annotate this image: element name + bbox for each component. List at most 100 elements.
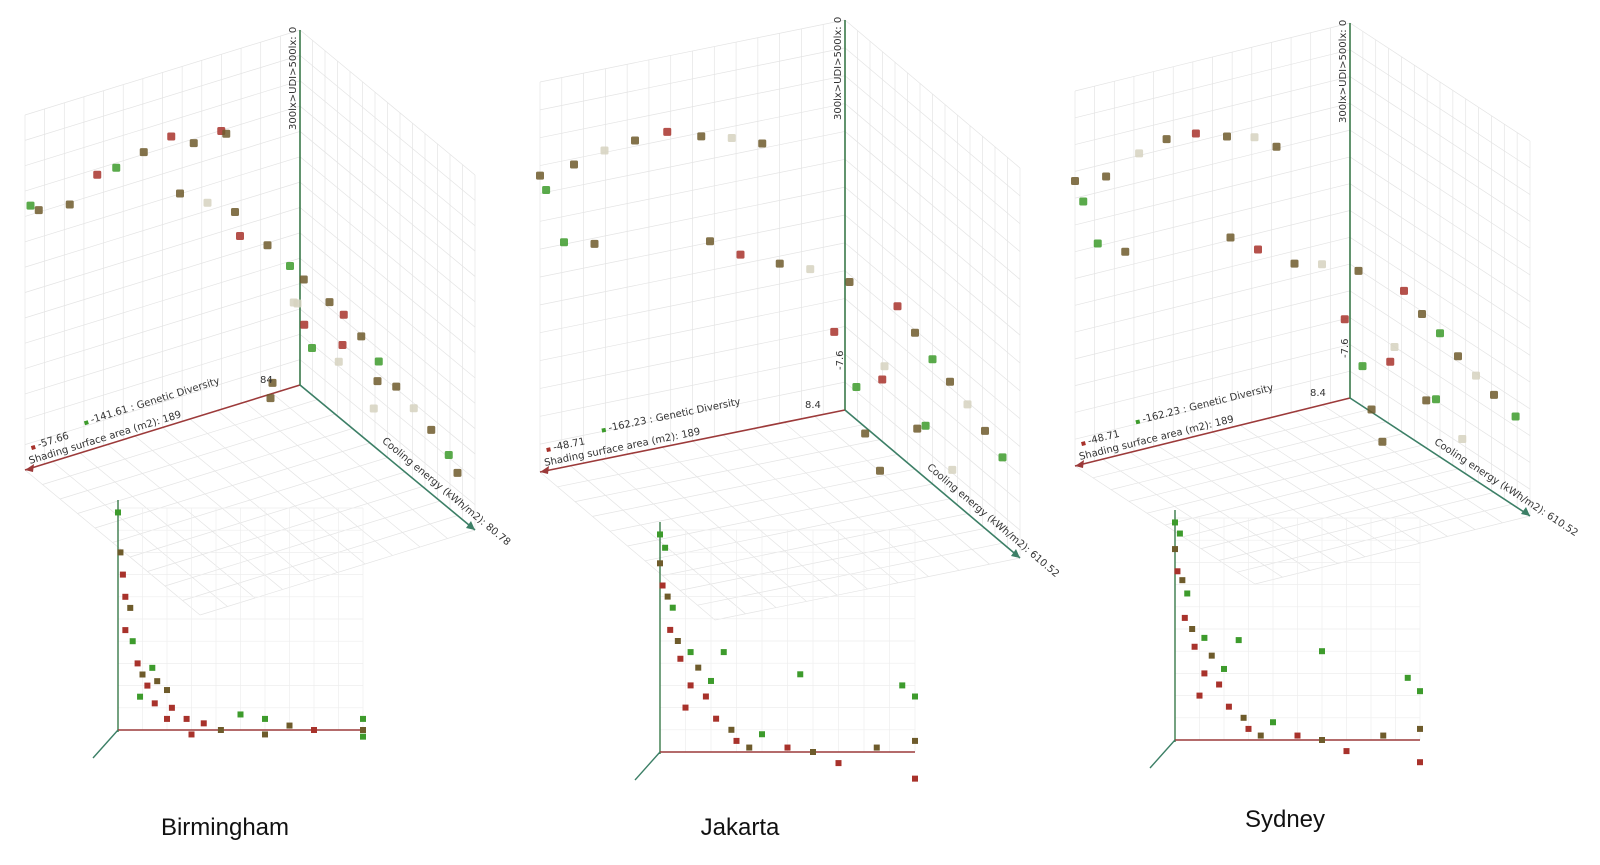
grid-line: [24, 105, 301, 192]
data-point: [266, 394, 275, 403]
legend-swatch: [1081, 441, 1086, 447]
data-point: [392, 382, 401, 391]
data-point: [369, 404, 378, 413]
grid-line: [24, 80, 301, 167]
data-point-2d: [1201, 670, 1208, 677]
data-point-2d: [1245, 725, 1252, 732]
axis-z-mid-label: -7.6: [1340, 338, 1351, 358]
data-point: [1340, 315, 1349, 324]
grid-line: [1157, 445, 1338, 564]
data-point: [300, 320, 309, 329]
axis-y: [844, 409, 1021, 559]
axis-x: [539, 409, 846, 473]
grid-line: [539, 158, 846, 222]
data-point-2d: [168, 704, 175, 711]
data-point-2d: [1196, 692, 1203, 699]
data-point: [845, 278, 854, 286]
data-point: [1354, 266, 1363, 275]
grid-line: [570, 465, 746, 615]
data-point-2d: [1184, 590, 1191, 597]
data-point-2d: [1201, 634, 1208, 641]
data-point: [139, 148, 148, 157]
legend-swatch: [601, 427, 607, 433]
grid-line: [539, 131, 846, 194]
grid-line: [844, 186, 1021, 336]
grid-line: [627, 483, 933, 547]
grid-line: [299, 55, 476, 201]
data-point: [876, 466, 884, 475]
grid-line: [631, 453, 807, 602]
data-point: [697, 132, 706, 141]
legend-swatch: [83, 420, 89, 426]
data-point: [112, 163, 121, 172]
grid-line: [164, 500, 441, 587]
data-point-2d: [129, 638, 136, 645]
arrow: [25, 464, 34, 472]
data-point-2d: [784, 744, 791, 751]
axis-z-label: 300lx>UDI>500lx: 0: [288, 27, 299, 130]
grid-line: [844, 214, 1021, 364]
data-point-2d: [1191, 643, 1198, 650]
grid-line: [24, 181, 301, 268]
data-point-2d: [759, 731, 765, 738]
grid-line: [79, 452, 256, 599]
data-point: [806, 265, 815, 274]
data-point: [299, 275, 308, 284]
city-label: Sydney: [1245, 806, 1325, 833]
data-point: [981, 426, 989, 435]
data-point-2d: [360, 733, 366, 740]
grid-line: [1236, 503, 1513, 573]
grid-line: [1184, 438, 1366, 558]
data-point-2d: [1417, 725, 1423, 732]
data-point: [357, 332, 366, 341]
axis-x: [24, 384, 301, 471]
data-point: [1223, 132, 1231, 141]
data-point-2d: [127, 604, 134, 611]
data-point-2d: [810, 749, 816, 755]
grid-line: [24, 469, 201, 616]
arrow: [1011, 549, 1020, 558]
data-point: [263, 241, 272, 250]
grid-line: [24, 156, 301, 243]
data-point: [1490, 390, 1498, 399]
data-point: [1079, 197, 1088, 206]
data-point-2d: [164, 687, 170, 694]
data-point: [453, 468, 462, 477]
data-point-2d: [1174, 568, 1181, 575]
data-point-2d: [702, 693, 709, 700]
grid-line: [1349, 76, 1531, 195]
grid-line: [844, 75, 1021, 224]
data-point-2d: [286, 722, 293, 729]
grid-line: [182, 515, 458, 601]
data-point: [1436, 329, 1444, 338]
data-point: [26, 201, 35, 210]
grid-line: [1074, 465, 1256, 585]
grid-line: [539, 103, 846, 166]
grid-line: [662, 513, 968, 576]
data-point: [268, 378, 277, 387]
data-point: [1358, 362, 1367, 371]
data-point: [189, 139, 198, 148]
data-point: [663, 127, 672, 136]
arrow: [1521, 507, 1530, 516]
data-point: [775, 259, 784, 268]
origin-label: 8.4: [1310, 388, 1326, 399]
grid-line: [714, 557, 1021, 621]
data-point: [1162, 135, 1171, 144]
grid-line: [1164, 456, 1441, 526]
data-point-2d: [360, 715, 366, 722]
data-point-2d: [1404, 674, 1411, 681]
data-point: [231, 208, 239, 216]
data-point: [325, 298, 334, 307]
data-point: [1102, 172, 1111, 181]
data-point: [913, 424, 922, 433]
data-point-2d: [262, 731, 268, 738]
grid-line: [299, 181, 476, 328]
data-point-2d: [149, 664, 156, 671]
data-point-2d: [899, 682, 906, 689]
data-point-2d: [1189, 626, 1196, 632]
grid-line: [1074, 156, 1351, 226]
data-point: [222, 129, 231, 138]
